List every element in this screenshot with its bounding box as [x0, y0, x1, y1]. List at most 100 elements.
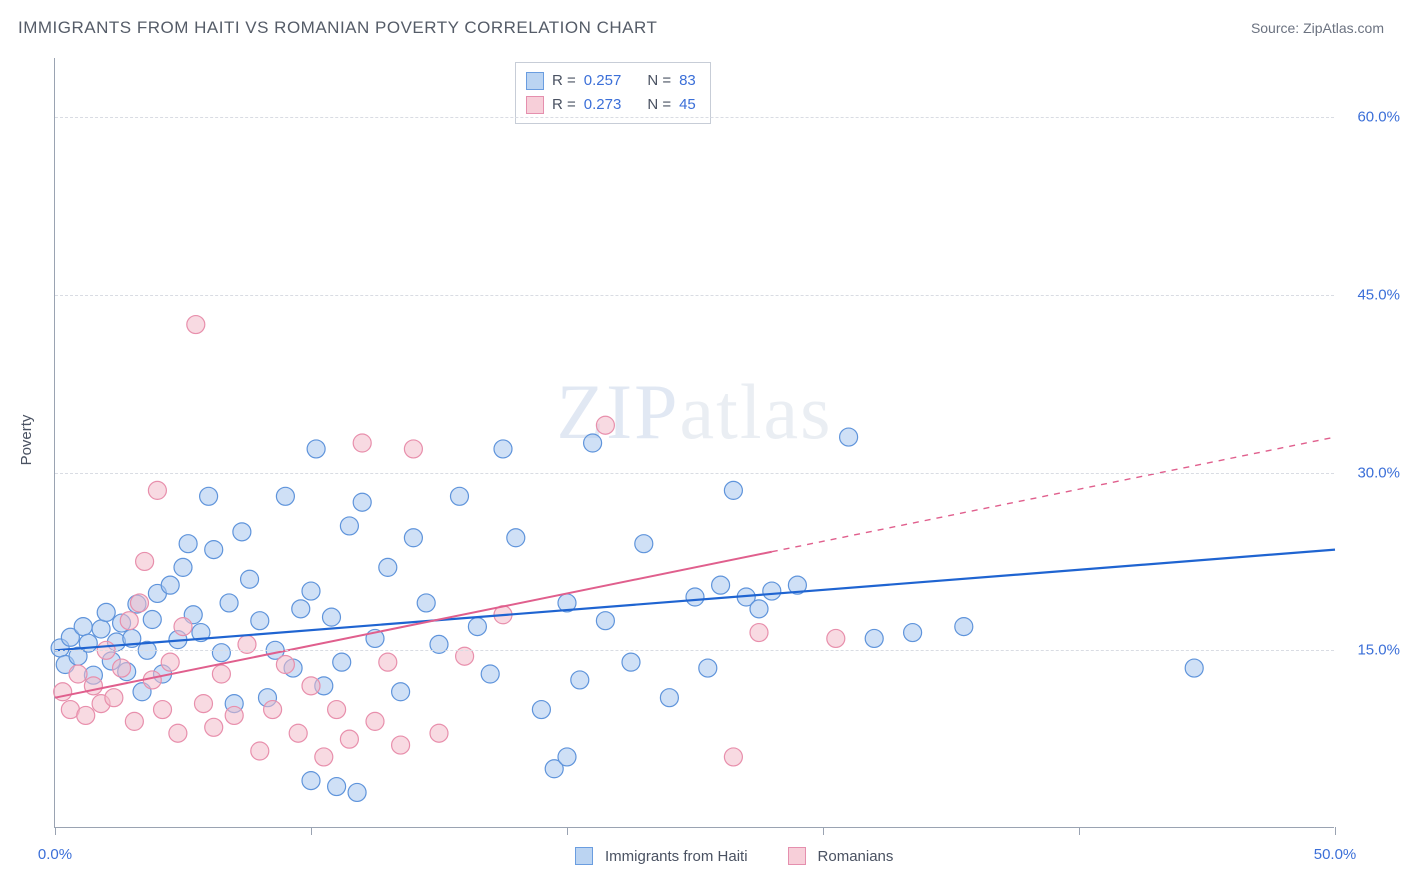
data-point	[161, 576, 179, 594]
data-point	[404, 440, 422, 458]
data-point	[120, 612, 138, 630]
data-point	[392, 736, 410, 754]
data-point	[302, 772, 320, 790]
data-point	[251, 742, 269, 760]
trend-line	[55, 550, 1335, 651]
data-point	[348, 783, 366, 801]
data-point	[532, 701, 550, 719]
data-point	[596, 612, 614, 630]
data-point	[169, 724, 187, 742]
data-point	[276, 487, 294, 505]
swatch-pink-icon	[788, 847, 806, 865]
data-point	[77, 706, 95, 724]
data-point	[353, 493, 371, 511]
data-point	[200, 487, 218, 505]
data-point	[622, 653, 640, 671]
data-point	[205, 541, 223, 559]
data-point	[130, 594, 148, 612]
x-tick	[1335, 827, 1336, 835]
data-point	[302, 677, 320, 695]
data-point	[468, 618, 486, 636]
data-point	[302, 582, 320, 600]
data-point	[353, 434, 371, 452]
y-tick-label: 30.0%	[1357, 464, 1400, 481]
series1-name: Immigrants from Haiti	[605, 848, 748, 865]
data-point	[97, 603, 115, 621]
data-point	[865, 629, 883, 647]
data-point	[205, 718, 223, 736]
data-point	[179, 535, 197, 553]
x-tick	[55, 827, 56, 835]
data-point	[136, 552, 154, 570]
data-point	[660, 689, 678, 707]
data-point	[333, 653, 351, 671]
data-point	[194, 695, 212, 713]
data-point	[379, 558, 397, 576]
data-point	[251, 612, 269, 630]
gridline	[55, 117, 1334, 118]
gridline	[55, 650, 1334, 651]
data-point	[225, 706, 243, 724]
data-point	[840, 428, 858, 446]
data-point	[494, 440, 512, 458]
data-point	[763, 582, 781, 600]
data-point	[328, 778, 346, 796]
data-point	[143, 611, 161, 629]
data-point	[92, 620, 110, 638]
data-point	[596, 416, 614, 434]
data-point	[417, 594, 435, 612]
source-attribution: Source: ZipAtlas.com	[1251, 20, 1384, 36]
data-point	[69, 665, 87, 683]
data-point	[113, 659, 131, 677]
x-tick-label: 0.0%	[38, 846, 72, 863]
y-tick-label: 15.0%	[1357, 642, 1400, 659]
x-tick-label: 50.0%	[1314, 846, 1357, 863]
data-point	[635, 535, 653, 553]
y-tick-label: 60.0%	[1357, 109, 1400, 126]
data-point	[1185, 659, 1203, 677]
x-tick	[823, 827, 824, 835]
data-point	[571, 671, 589, 689]
y-axis-label: Poverty	[18, 415, 35, 466]
data-point	[366, 712, 384, 730]
data-point	[264, 701, 282, 719]
data-point	[174, 558, 192, 576]
data-point	[241, 570, 259, 588]
data-point	[74, 618, 92, 636]
data-point	[750, 624, 768, 642]
data-point	[315, 748, 333, 766]
swatch-blue-icon	[575, 847, 593, 865]
data-point	[105, 689, 123, 707]
x-tick	[1079, 827, 1080, 835]
data-point	[724, 481, 742, 499]
data-point	[340, 517, 358, 535]
source-label: Source:	[1251, 20, 1299, 36]
data-point	[481, 665, 499, 683]
data-point	[558, 748, 576, 766]
trend-line	[55, 552, 772, 698]
gridline	[55, 473, 1334, 474]
data-point	[699, 659, 717, 677]
data-point	[322, 608, 340, 626]
data-point	[187, 316, 205, 334]
data-point	[328, 701, 346, 719]
y-tick-label: 45.0%	[1357, 286, 1400, 303]
source-link[interactable]: ZipAtlas.com	[1303, 20, 1384, 36]
data-point	[827, 629, 845, 647]
data-point	[724, 748, 742, 766]
data-point	[212, 665, 230, 683]
data-point	[174, 618, 192, 636]
data-point	[750, 600, 768, 618]
data-point	[340, 730, 358, 748]
data-point	[507, 529, 525, 547]
data-point	[154, 701, 172, 719]
series2-name: Romanians	[818, 848, 894, 865]
data-point	[292, 600, 310, 618]
x-tick	[567, 827, 568, 835]
data-point	[904, 624, 922, 642]
gridline	[55, 295, 1334, 296]
chart-title: IMMIGRANTS FROM HAITI VS ROMANIAN POVERT…	[18, 18, 657, 38]
data-point	[404, 529, 422, 547]
legend-series: Immigrants from Haiti Romanians	[575, 847, 893, 865]
data-point	[233, 523, 251, 541]
